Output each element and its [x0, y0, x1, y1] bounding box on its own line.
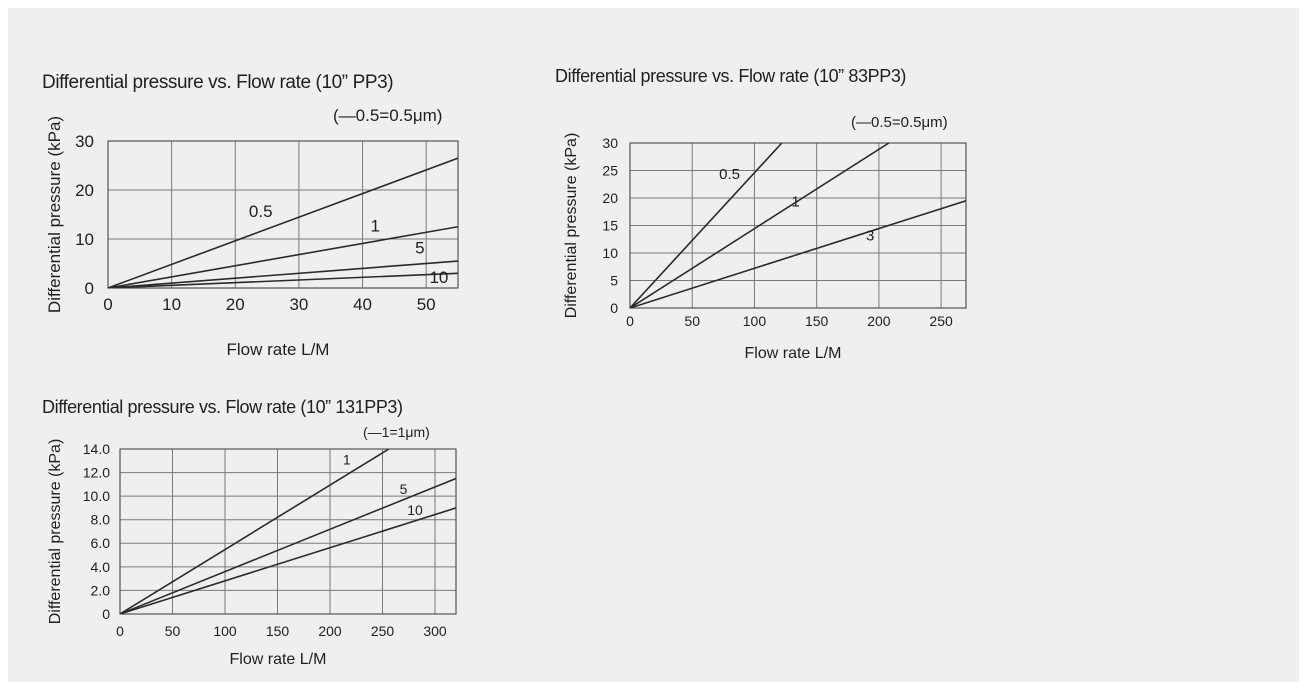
figure-panel: [8, 8, 1299, 682]
x-axis-label: Flow rate L/M: [745, 345, 842, 362]
x-tick-label: 0: [116, 623, 124, 639]
x-tick-label: 10: [162, 295, 181, 314]
plot-frame: [119, 448, 457, 615]
y-tick-label: 4.0: [91, 559, 111, 575]
y-tick-label: 0: [102, 606, 110, 622]
chart-2-title: Differential pressure vs. Flow rate (10”…: [555, 66, 907, 86]
series-label-10: 10: [407, 502, 423, 518]
chart-1-title: Differential pressure vs. Flow rate (10”…: [42, 72, 394, 93]
y-tick-label: 30: [75, 132, 94, 151]
series-label-1: 1: [791, 193, 799, 210]
y-tick-label: 0: [85, 279, 94, 298]
series-label-0-5: 0.5: [719, 166, 740, 183]
y-tick-label: 10.0: [83, 488, 110, 504]
plot-frame: [107, 140, 459, 289]
x-tick-label: 0: [103, 295, 112, 314]
series-line-0-5: [630, 143, 783, 308]
series-line-10: [120, 507, 456, 614]
chart-3-title: Differential pressure vs. Flow rate (10”…: [42, 397, 403, 417]
x-tick-label: 200: [318, 623, 342, 639]
y-axis-label: Differential pressure (kPa): [563, 133, 580, 319]
series-line-10: [108, 272, 458, 288]
x-tick-label: 40: [353, 295, 372, 314]
y-tick-label: 20: [602, 190, 618, 206]
series-line-1: [108, 225, 458, 288]
y-tick-label: 0: [610, 300, 618, 316]
y-tick-label: 14.0: [83, 441, 110, 457]
y-tick-label: 10: [602, 245, 618, 261]
series-line-1: [120, 449, 390, 614]
chart-3-legend-note: (—1=1μm): [363, 424, 430, 440]
y-tick-label: 8.0: [91, 512, 111, 528]
x-tick-label: 200: [867, 313, 891, 329]
x-axis-label: Flow rate L/M: [227, 340, 330, 359]
y-tick-label: 15: [602, 217, 618, 233]
x-tick-label: 30: [289, 295, 308, 314]
plot-frame: [629, 142, 967, 309]
y-tick-label: 20: [75, 181, 94, 200]
series-label-3: 3: [866, 227, 874, 244]
series-line-3: [630, 199, 966, 308]
y-tick-label: 2.0: [91, 582, 111, 598]
y-tick-label: 30: [602, 135, 618, 151]
x-tick-label: 100: [213, 623, 237, 639]
series-label-1: 1: [371, 217, 380, 236]
x-tick-label: 50: [684, 313, 700, 329]
series-line-0-5: [108, 157, 458, 288]
x-tick-label: 0: [626, 313, 634, 329]
x-tick-label: 150: [266, 623, 290, 639]
series-label-0-5: 0.5: [249, 202, 273, 221]
y-tick-label: 12.0: [83, 464, 110, 480]
series-label-1: 1: [343, 451, 351, 467]
chart-1-legend-note: (—0.5=0.5μm): [333, 106, 443, 125]
x-tick-label: 250: [929, 313, 953, 329]
series-label-5: 5: [415, 239, 424, 258]
y-axis-label: Differential pressure (kPa): [45, 116, 64, 313]
series-label-5: 5: [400, 481, 408, 497]
x-tick-label: 50: [165, 623, 181, 639]
series-label-10: 10: [429, 268, 448, 287]
x-tick-label: 50: [417, 295, 436, 314]
y-tick-label: 10: [75, 230, 94, 249]
x-tick-label: 150: [805, 313, 829, 329]
x-tick-label: 300: [423, 623, 447, 639]
x-axis-label: Flow rate L/M: [230, 651, 327, 668]
chart-2-legend-note: (—0.5=0.5μm): [851, 114, 948, 131]
y-tick-label: 6.0: [91, 535, 111, 551]
series-line-5: [120, 477, 456, 614]
y-tick-label: 5: [610, 272, 618, 288]
y-axis-label: Differential pressure (kPa): [47, 439, 64, 625]
x-tick-label: 20: [226, 295, 245, 314]
series-line-1: [630, 143, 890, 308]
series-line-5: [108, 260, 458, 288]
x-tick-label: 100: [743, 313, 767, 329]
x-tick-label: 250: [371, 623, 395, 639]
y-tick-label: 25: [602, 162, 618, 178]
